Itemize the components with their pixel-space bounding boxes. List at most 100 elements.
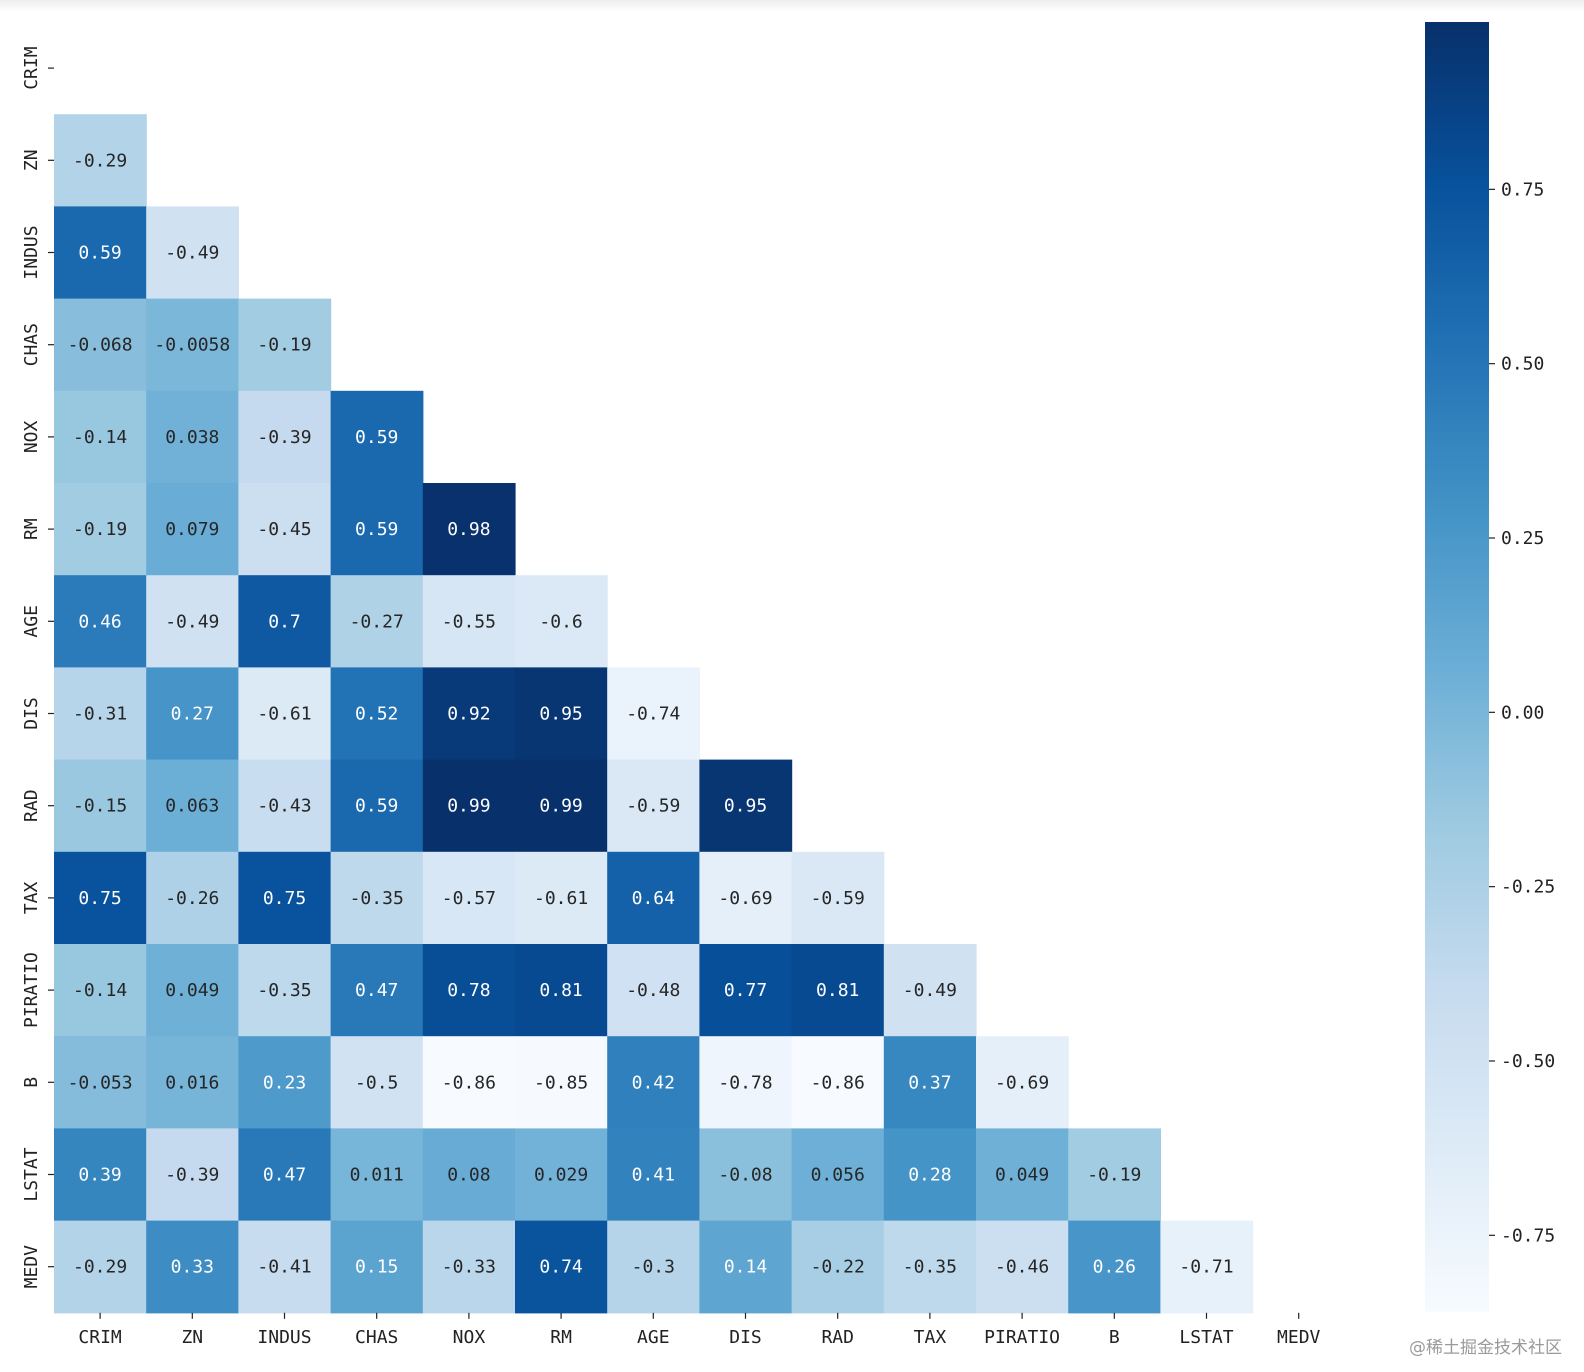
y-tick-label: PIRATIO <box>21 952 42 1028</box>
heatmap-cell <box>330 667 424 761</box>
cell-value-label: -0.86 <box>811 1072 865 1093</box>
cell-value-label: -0.85 <box>534 1072 588 1093</box>
heatmap-cell <box>515 944 608 1037</box>
heatmap-cell <box>515 1128 608 1222</box>
cell-value-label: -0.49 <box>165 243 219 264</box>
heatmap-cell <box>238 944 332 1037</box>
heatmap-cell <box>699 759 793 853</box>
heatmap-cell <box>146 1128 239 1222</box>
y-tick-label: MEDV <box>21 1245 42 1289</box>
cell-value-label: 0.7 <box>268 611 301 632</box>
heatmap-cell <box>791 1036 885 1129</box>
x-tick-label: TAX <box>914 1327 947 1348</box>
heatmap-cell <box>54 483 147 576</box>
cell-value-label: 0.92 <box>447 704 490 725</box>
cell-value-label: 0.98 <box>447 519 490 540</box>
heatmap-cell <box>238 390 332 484</box>
cell-value-label: 0.74 <box>539 1257 582 1278</box>
heatmap-cell <box>146 483 239 576</box>
heatmap-cell <box>146 206 239 300</box>
heatmap-cell <box>330 390 424 484</box>
heatmap-cell <box>146 667 239 761</box>
heatmap-cell <box>238 759 332 853</box>
cell-value-label: 0.78 <box>447 980 490 1001</box>
heatmap-cell <box>515 1220 608 1314</box>
colorbar-tick-label: 0.50 <box>1501 354 1544 375</box>
colorbar-tick-label: 0.75 <box>1501 179 1544 200</box>
y-tick-label: ZN <box>21 149 42 171</box>
heatmap-cell <box>54 1220 147 1314</box>
cell-value-label: -0.69 <box>995 1072 1049 1093</box>
cell-value-label: 0.99 <box>539 796 582 817</box>
heatmap-cell <box>976 1220 1069 1314</box>
cell-value-label: 0.39 <box>78 1165 121 1186</box>
heatmap-cell <box>330 1036 424 1129</box>
cell-value-label: 0.056 <box>811 1165 865 1186</box>
heatmap-cell <box>699 851 793 945</box>
cell-value-label: 0.016 <box>165 1072 219 1093</box>
heatmap-cell <box>54 1128 147 1222</box>
y-tick-label: CRIM <box>21 46 42 90</box>
cell-value-label: -0.69 <box>718 888 772 909</box>
heatmap-cell <box>607 759 700 853</box>
heatmap-cell <box>976 1128 1069 1222</box>
cell-value-label: 0.59 <box>355 519 398 540</box>
heatmap-cell <box>422 1036 516 1129</box>
cell-value-label: 0.08 <box>447 1165 490 1186</box>
heatmap-cell <box>699 1036 793 1129</box>
cell-value-label: -0.59 <box>811 888 865 909</box>
cell-value-label: 0.049 <box>995 1165 1049 1186</box>
y-tick-label: RAD <box>21 789 42 822</box>
heatmap-cell <box>422 1128 516 1222</box>
cell-value-label: -0.59 <box>626 796 680 817</box>
x-tick-label: PIRATIO <box>984 1327 1060 1348</box>
cell-value-label: 0.038 <box>165 427 219 448</box>
y-tick-label: TAX <box>21 881 42 914</box>
cell-value-label: 0.28 <box>908 1165 951 1186</box>
heatmap-cell <box>146 851 239 945</box>
cell-value-label: 0.049 <box>165 980 219 1001</box>
x-tick-label: LSTAT <box>1179 1327 1233 1348</box>
cell-value-label: -0.14 <box>73 980 127 1001</box>
cell-value-label: 0.99 <box>447 796 490 817</box>
cell-value-label: 0.59 <box>78 243 121 264</box>
y-tick-label: INDUS <box>21 225 42 279</box>
heatmap-cell <box>54 667 147 761</box>
cell-value-label: -0.29 <box>73 150 127 171</box>
cell-value-label: -0.41 <box>257 1257 311 1278</box>
heatmap-cell <box>54 114 147 207</box>
colorbar-tick-label: 0.25 <box>1501 528 1544 549</box>
cell-value-label: -0.08 <box>718 1165 772 1186</box>
heatmap-cell <box>607 1036 700 1129</box>
cell-value-label: -0.49 <box>165 611 219 632</box>
heatmap-cell <box>238 298 332 392</box>
cell-value-label: -0.35 <box>257 980 311 1001</box>
heatmap-cell <box>607 851 700 945</box>
top-shadow-bar <box>0 0 1584 12</box>
heatmap-cell <box>422 667 516 761</box>
heatmap-cell <box>422 483 516 576</box>
x-tick-label: CHAS <box>355 1327 398 1348</box>
y-tick-label: CHAS <box>21 323 42 366</box>
heatmap-cell <box>146 1220 239 1314</box>
colorbar-tick-label: 0.00 <box>1501 702 1544 723</box>
cell-value-label: 0.26 <box>1093 1257 1136 1278</box>
heatmap-cell <box>54 944 147 1037</box>
heatmap-cell <box>146 944 239 1037</box>
cell-value-label: 0.14 <box>724 1257 767 1278</box>
colorbar-tick-label: -0.25 <box>1501 877 1555 898</box>
y-tick-label: RM <box>21 518 42 540</box>
cell-value-label: -0.71 <box>1179 1257 1233 1278</box>
heatmap-cell <box>146 1036 239 1129</box>
heatmap-cell <box>330 1128 424 1222</box>
cell-value-label: -0.14 <box>73 427 127 448</box>
x-tick-label: CRIM <box>78 1327 122 1348</box>
heatmap-cell <box>238 851 332 945</box>
cell-value-label: 0.011 <box>350 1165 404 1186</box>
cell-value-label: -0.15 <box>73 796 127 817</box>
cell-value-label: -0.57 <box>442 888 496 909</box>
colorbar-gradient <box>1425 22 1489 1312</box>
cell-value-label: -0.053 <box>68 1072 133 1093</box>
cell-value-label: 0.81 <box>539 980 582 1001</box>
